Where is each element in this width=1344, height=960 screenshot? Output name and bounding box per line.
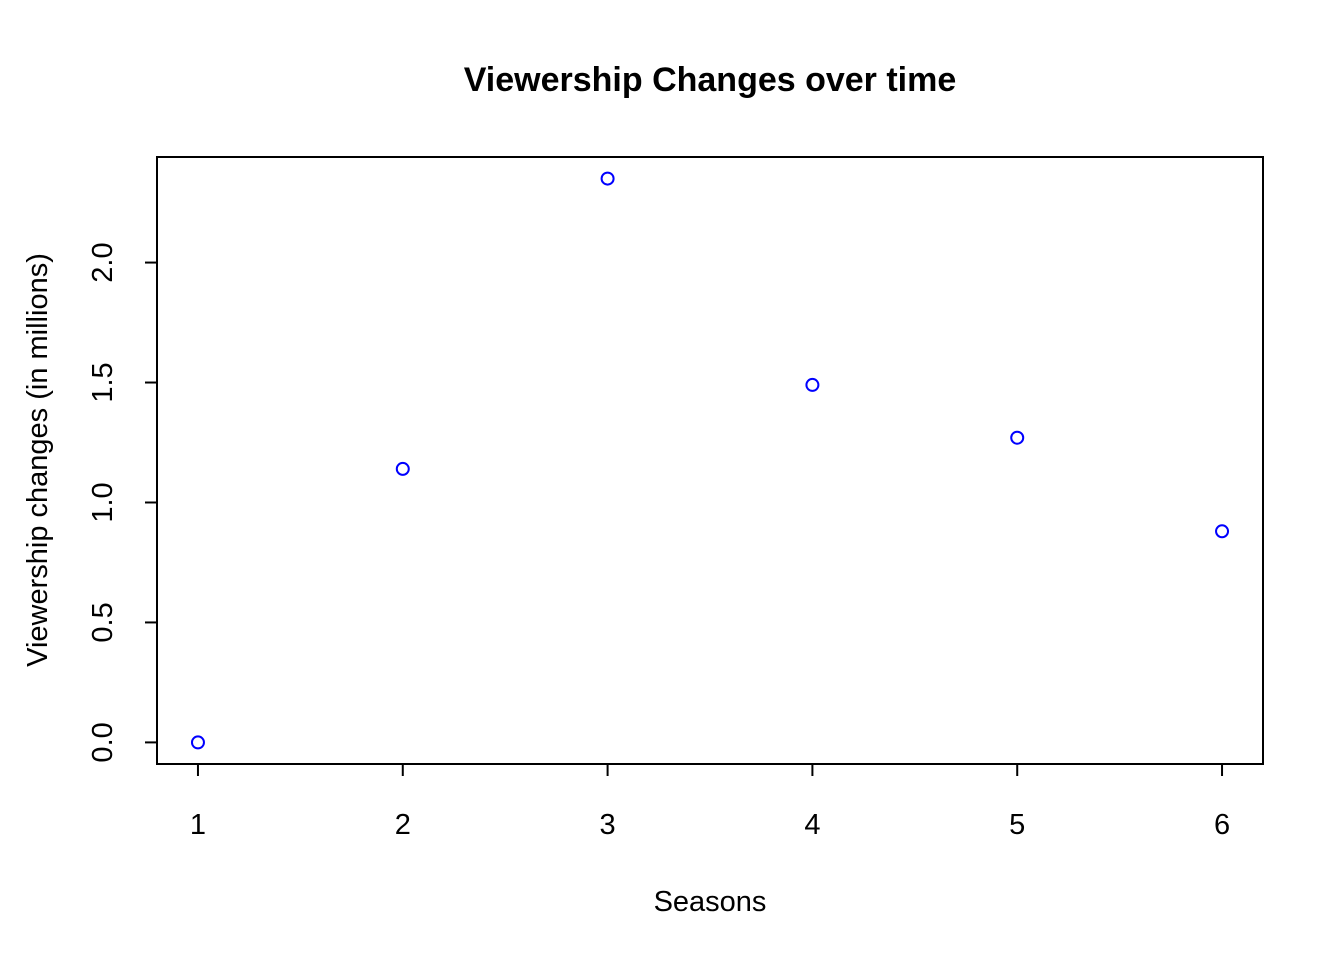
data-point [190, 735, 205, 750]
y-tick-label: 0.0 [87, 722, 119, 762]
y-tick-label: 1.5 [87, 362, 119, 402]
chart-title: Viewership Changes over time [464, 61, 957, 99]
y-axis-label: Viewership changes (in millions) [22, 253, 54, 667]
y-tick-label: 1.0 [87, 482, 119, 522]
data-point [1215, 524, 1230, 539]
x-tick-label: 6 [1214, 809, 1230, 841]
x-tick-label: 4 [804, 809, 820, 841]
data-point [395, 461, 410, 476]
x-tick-label: 5 [1009, 809, 1025, 841]
data-point [600, 171, 615, 186]
x-tick-label: 1 [190, 809, 206, 841]
x-axis: 1 2 3 4 5 6 [190, 763, 1230, 841]
y-tick-label: 2.0 [87, 242, 119, 282]
x-tick-label: 3 [600, 809, 616, 841]
data-points [190, 171, 1230, 750]
y-tick-label: 0.5 [87, 602, 119, 642]
x-axis-label: Seasons [654, 886, 767, 918]
x-tick-label: 2 [395, 809, 411, 841]
data-point [1010, 430, 1025, 445]
y-axis: 0.0 0.5 1.0 1.5 2.0 [87, 242, 158, 763]
data-point [805, 377, 820, 392]
